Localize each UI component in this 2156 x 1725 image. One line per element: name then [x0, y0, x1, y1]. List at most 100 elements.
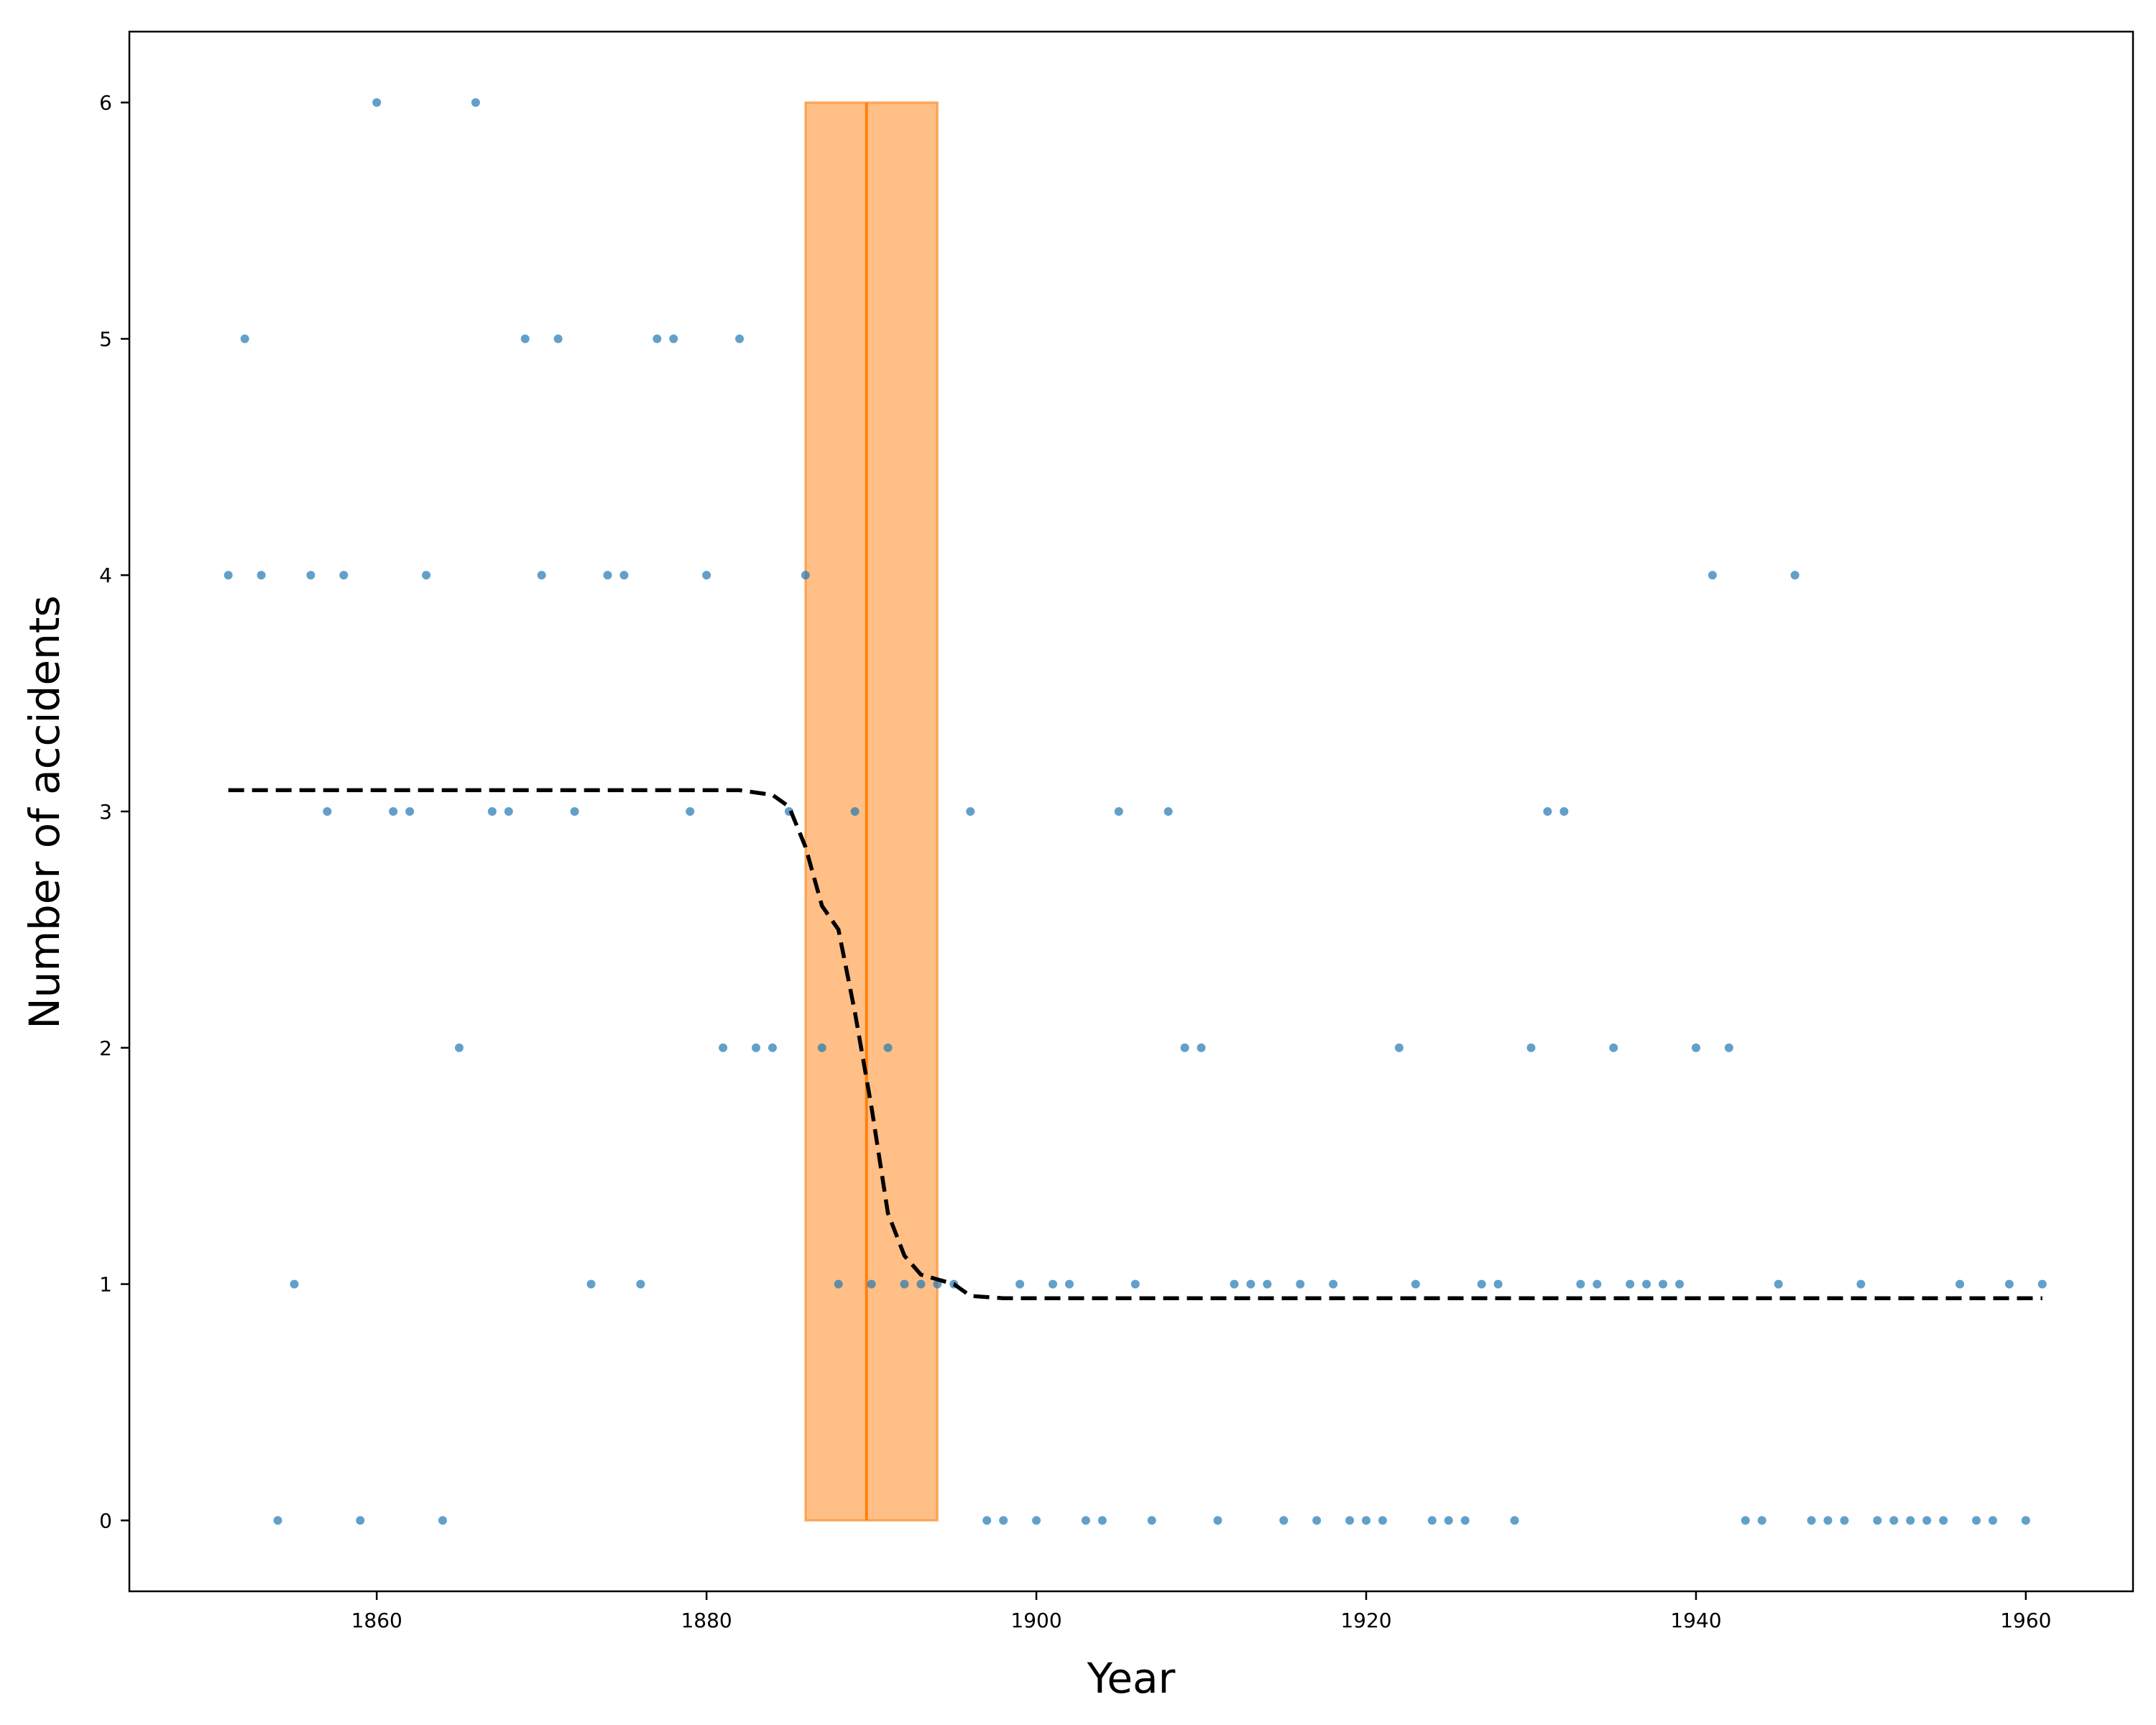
data-point — [323, 807, 332, 816]
data-point — [1510, 1516, 1519, 1525]
data-point — [570, 807, 579, 816]
data-point — [240, 334, 249, 344]
data-point — [1329, 1279, 1338, 1289]
data-point — [1659, 1279, 1668, 1289]
data-point — [1427, 1516, 1437, 1525]
y-tick-label: 1 — [99, 1273, 112, 1297]
data-point — [1889, 1516, 1899, 1525]
data-point — [834, 1279, 843, 1289]
data-point — [537, 571, 546, 580]
plot-area — [224, 98, 2047, 1525]
data-point — [1922, 1516, 1932, 1525]
data-point — [2037, 1279, 2047, 1289]
data-point — [1543, 807, 1552, 816]
data-point — [389, 807, 398, 816]
x-tick-label: 1880 — [681, 1609, 732, 1632]
data-point — [257, 571, 266, 580]
data-point — [867, 1279, 876, 1289]
data-point — [2004, 1279, 2014, 1289]
data-point — [751, 1043, 760, 1052]
data-point — [1856, 1279, 1866, 1289]
data-point — [636, 1279, 645, 1289]
data-point — [1609, 1043, 1618, 1052]
y-axis: 0 1 2 3 4 5 6 — [99, 91, 129, 1532]
data-point — [1626, 1279, 1635, 1289]
data-point — [1477, 1279, 1486, 1289]
data-point — [438, 1516, 447, 1525]
data-point — [306, 571, 315, 580]
x-tick-label: 1920 — [1340, 1609, 1391, 1632]
data-point — [1741, 1516, 1750, 1525]
data-point — [1823, 1516, 1833, 1525]
data-point — [1081, 1516, 1090, 1525]
data-point — [900, 1279, 909, 1289]
data-point — [1724, 1043, 1733, 1052]
data-point — [487, 807, 497, 816]
data-point — [1526, 1043, 1536, 1052]
y-tick-label: 4 — [99, 564, 112, 587]
data-point — [372, 98, 382, 107]
data-point — [1972, 1516, 1981, 1525]
data-point — [1345, 1516, 1355, 1525]
data-point — [702, 571, 711, 580]
data-point — [1394, 1043, 1404, 1052]
data-point — [966, 807, 975, 816]
data-point — [1708, 571, 1717, 580]
data-point — [1593, 1279, 1602, 1289]
data-point — [454, 1043, 464, 1052]
data-point — [273, 1516, 282, 1525]
change-point-band — [804, 101, 939, 1522]
data-point — [224, 571, 233, 580]
data-point — [405, 807, 415, 816]
x-tick-label: 1860 — [351, 1609, 402, 1632]
data-point — [686, 807, 695, 816]
data-point — [290, 1279, 299, 1289]
x-axis-label: Year — [1087, 1654, 1176, 1703]
axes-frame — [128, 30, 2134, 1593]
data-point — [999, 1516, 1008, 1525]
data-point — [1361, 1516, 1370, 1525]
data-point — [520, 334, 530, 344]
data-point — [1049, 1279, 1058, 1289]
data-point — [1774, 1279, 1783, 1289]
y-tick-label: 0 — [99, 1509, 112, 1532]
data-point — [504, 807, 513, 816]
data-point — [1988, 1516, 1997, 1525]
data-point — [1873, 1516, 1882, 1525]
y-tick-label: 2 — [99, 1036, 112, 1060]
data-point — [1493, 1279, 1503, 1289]
data-point — [619, 571, 629, 580]
data-point — [768, 1043, 777, 1052]
x-tick-label: 1940 — [1670, 1609, 1721, 1632]
data-point — [1576, 1279, 1585, 1289]
data-point — [1032, 1516, 1041, 1525]
x-tick-label: 1960 — [2000, 1609, 2051, 1632]
data-point — [1279, 1516, 1289, 1525]
data-point — [1807, 1516, 1816, 1525]
data-point — [339, 571, 349, 580]
y-tick-label: 5 — [99, 327, 112, 351]
data-point — [1114, 807, 1123, 816]
data-point — [1460, 1516, 1470, 1525]
data-point — [1674, 1279, 1684, 1289]
data-point — [1378, 1516, 1387, 1525]
data-point — [1939, 1516, 1948, 1525]
data-point — [1015, 1279, 1025, 1289]
data-point — [1097, 1516, 1107, 1525]
data-point — [1757, 1516, 1766, 1525]
data-point — [850, 807, 860, 816]
data-point — [817, 1043, 826, 1052]
data-point — [735, 334, 745, 344]
data-point — [1064, 1279, 1074, 1289]
data-point — [883, 1043, 893, 1052]
data-point — [1197, 1043, 1206, 1052]
data-point — [1147, 1516, 1156, 1525]
data-point — [1296, 1279, 1305, 1289]
data-point — [1840, 1516, 1849, 1525]
data-point — [1642, 1279, 1651, 1289]
data-point — [1312, 1516, 1322, 1525]
data-point — [653, 334, 662, 344]
data-point — [1263, 1279, 1272, 1289]
